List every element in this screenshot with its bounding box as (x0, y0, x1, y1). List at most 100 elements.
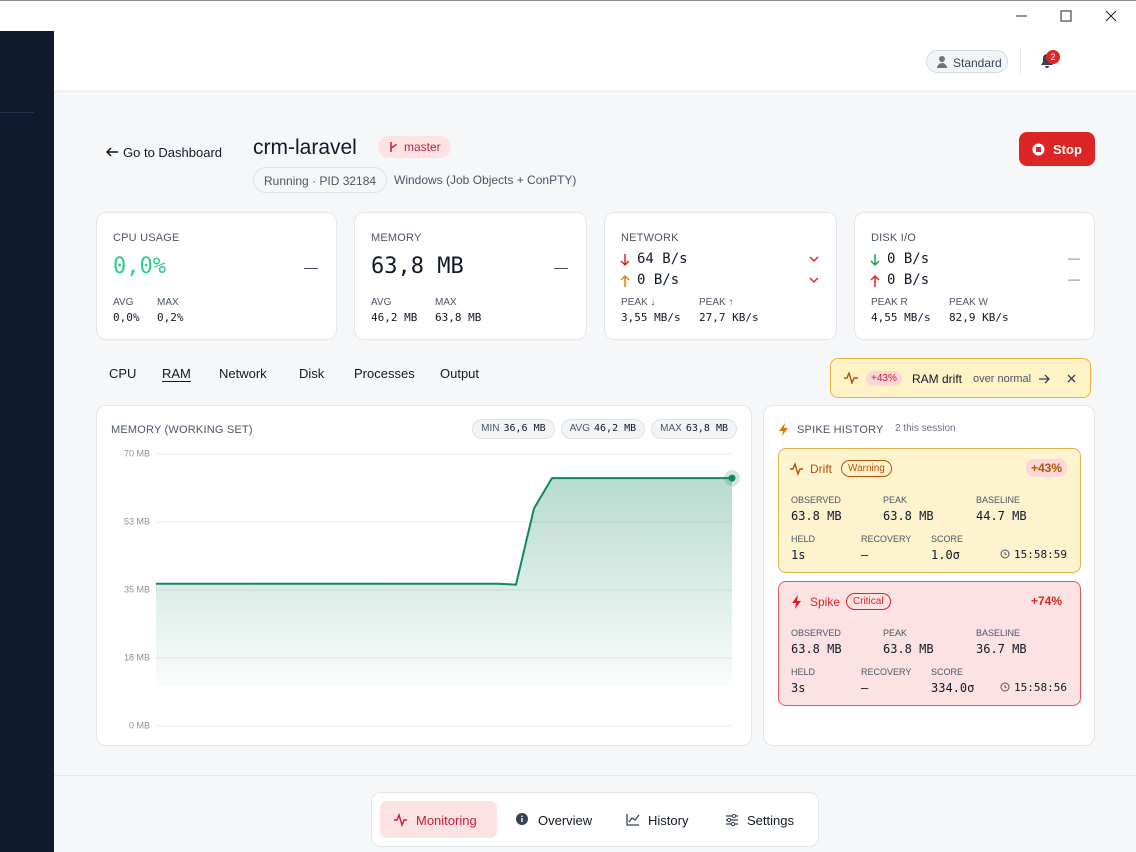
field-value: 44.7 MB (976, 509, 1027, 523)
chip-label: AVG (569, 423, 591, 434)
chart-title: MEMORY (WORKING SET) (111, 424, 253, 436)
header: Standard 2 (54, 31, 1136, 92)
close[interactable] (1105, 10, 1117, 22)
end-point (728, 474, 736, 482)
field-label: RECOVERY (861, 667, 912, 677)
stat-value: 0,0% (113, 254, 166, 279)
tab[interactable]: RAM (162, 366, 191, 381)
sub-value: 63,8 MB (435, 311, 482, 324)
nav-label: Monitoring (416, 813, 477, 828)
chart-card: MEMORY (WORKING SET) MIN 36,6 MB AVG 46,2 M… (96, 405, 752, 746)
sub-label: PEAK W (949, 297, 988, 308)
tab[interactable]: Output (440, 366, 480, 381)
maximize[interactable] (1060, 10, 1072, 22)
drift-icon (844, 372, 858, 384)
branch-pill: master (378, 136, 451, 158)
sub-value: 0,0% (113, 311, 140, 324)
footer-divider (54, 775, 1136, 776)
field-label: BASELINE (976, 628, 1021, 638)
field-label: SCORE (931, 667, 964, 677)
user-pill[interactable]: Standard (926, 50, 1008, 73)
sidebar-divider (0, 112, 34, 113)
spike-icon (790, 462, 803, 476)
tab[interactable]: Disk (299, 366, 325, 381)
user-role: Standard (953, 56, 1002, 70)
tab[interactable]: CPU (109, 366, 137, 381)
nav-item[interactable]: History (612, 801, 702, 838)
sub-label: PEAK ↑ (699, 297, 734, 308)
back-link[interactable]: Go to Dashboard (105, 145, 222, 160)
sub-value: 27,7 KB/s (699, 311, 759, 324)
field-value: — (861, 681, 869, 695)
stat-label: DISK I/O (871, 232, 916, 244)
sub-label: MAX (157, 297, 179, 308)
io-value: 64 B/s (637, 251, 688, 267)
nav-item[interactable]: Settings (711, 801, 811, 838)
chart: 0 MB 18 MB 35 MB 53 MB 70 MB (124, 448, 740, 730)
nav-label: Settings (747, 813, 794, 828)
chip-label: MIN (481, 423, 500, 434)
io-value: 0 B/s (637, 272, 680, 288)
alert-actions[interactable] (1038, 373, 1078, 385)
project-title: crm-laravel (253, 136, 357, 159)
drift-alert: +43% RAM drift over normal (830, 358, 1091, 398)
spike-card: Spike Critical +74% OBSERVED 63.8 MB PEAK 63.8… (778, 581, 1081, 706)
y-tick-label: 53 MB (124, 516, 150, 526)
spike-severity: Warning (841, 460, 892, 477)
spike-severity: Critical (846, 593, 891, 610)
nav-label: History (648, 813, 689, 828)
y-tick-label: 18 MB (124, 652, 150, 662)
field-value: 63.8 MB (791, 642, 842, 656)
io-value: 0 B/s (887, 251, 930, 267)
nav-icon (626, 814, 640, 826)
direction-icon (620, 254, 630, 267)
line (156, 477, 732, 586)
chart-summary: MIN 36,6 MB AVG 46,2 MB MAX 63,8 MB (472, 419, 737, 439)
stat-trend: — (554, 259, 568, 275)
sub-value: 0,2% (157, 311, 184, 324)
window-controls[interactable] (1010, 7, 1130, 27)
io-value: 0 B/s (887, 272, 930, 288)
field-label: PEAK (883, 628, 908, 638)
nav-item[interactable]: Monitoring (380, 801, 497, 838)
tab[interactable]: Processes (354, 366, 415, 381)
field-value: — (861, 548, 869, 562)
field-label: SCORE (931, 534, 964, 544)
clock-icon (1000, 549, 1010, 559)
nav-item[interactable]: Overview (502, 801, 602, 838)
theme-toggle[interactable] (1086, 53, 1100, 69)
chip-value: 46,2 MB (594, 423, 637, 434)
bottom-nav: Monitoring Overview History Settings (371, 792, 819, 847)
sub-value: 4,55 MB/s (871, 311, 931, 324)
stat-label: CPU USAGE (113, 232, 180, 244)
io-trend: — (1068, 272, 1080, 286)
sidebar (0, 31, 54, 852)
field-value: 1.0σ (931, 548, 960, 562)
tab[interactable]: Network (219, 366, 267, 381)
spike-count: 2 this session (895, 423, 956, 434)
field-value: 63.8 MB (883, 509, 934, 523)
stat-trend: — (304, 259, 318, 275)
expand-icon (809, 256, 819, 263)
user-icon (937, 56, 947, 68)
field-label: HELD (791, 667, 816, 677)
nav-label: Overview (538, 813, 593, 828)
sub-label: AVG (371, 297, 392, 308)
sub-label: PEAK R (871, 297, 908, 308)
summary-chip: MIN 36,6 MB (472, 419, 555, 439)
sub-value: 82,9 KB/s (949, 311, 1009, 324)
expand-icon (809, 277, 819, 284)
stat-card: DISK I/O 0 B/s — 0 B/s — PEAK R 4,55 MB/s PEAK … (854, 212, 1095, 340)
stat-card: CPU USAGE 0,0% — AVG 0,0% MAX 0,2% (96, 212, 337, 340)
field-value: 63.8 MB (791, 509, 842, 523)
stop-button[interactable]: Stop (1019, 132, 1095, 166)
field-value: 334.0σ (931, 681, 975, 695)
spike-history: SPIKE HISTORY 2 this session Drift Warnin… (763, 405, 1095, 746)
chip-label: MAX (660, 423, 682, 434)
stat-value: 63,8 MB (371, 254, 464, 279)
stat-card: NETWORK 64 B/s 0 B/s PEAK ↓ 3,55 MB/s PEAK ↑ 2… (604, 212, 837, 340)
field-label: PEAK (883, 495, 908, 505)
stop-label: Stop (1053, 142, 1082, 157)
spike-kind: Spike (810, 595, 841, 609)
